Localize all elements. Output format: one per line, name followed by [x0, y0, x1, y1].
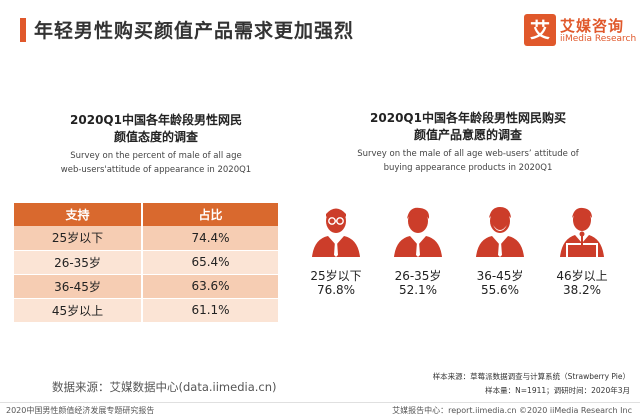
age-group-label: 46岁以上 [556, 269, 608, 283]
left-chart-subtitle-line2: web-users'attitude of appearance in 2020… [60, 165, 252, 175]
sample-size-note: 样本量：N=1911；调研时间：2020年3月 [485, 386, 630, 395]
age-group-value: 38.2% [562, 283, 602, 297]
right-chart-subtitle-line1: Survey on the male of all age web-users’… [357, 149, 579, 159]
table-cell-gap [141, 249, 143, 274]
footer-report-name: 2020中国男性颜值经济发展专题研究报告 [6, 406, 155, 415]
table-cell-value: 61.1% [143, 297, 278, 322]
age-group-label: 36-45岁 [476, 269, 524, 283]
age-group-item: 36-45岁 55.6% [464, 205, 536, 297]
age-group-value: 76.8% [316, 283, 356, 297]
right-chart-heading: 2020Q1中国各年龄段男性网民购买 颜值产品意愿的调查 Survey on t… [318, 110, 618, 175]
age-group-item: 26-35岁 52.1% [382, 205, 454, 297]
footer-link[interactable]: 艾媒报告中心：report.iimedia.cn ©2020 iiMedia R… [392, 406, 632, 415]
table-cell-gap [141, 273, 143, 298]
table-row: 25岁以下 74.4% [14, 226, 278, 250]
table-header-gap [141, 203, 143, 226]
logo-name-en: iiMedia Research [560, 34, 637, 44]
left-chart-subtitle-line1: Survey on the percent of male of all age [70, 151, 242, 161]
age-group-icons: 25岁以下 76.8% 26-35岁 52.1% 36-45岁 55.6% [300, 205, 620, 315]
man-microphone-icon [560, 207, 604, 257]
man-glasses-icon [312, 208, 360, 257]
footer: 2020中国男性颜值经济发展专题研究报告 艾媒报告中心：report.iimed… [0, 402, 640, 416]
age-group-value: 55.6% [480, 283, 520, 297]
page-title: 年轻男性购买颜值产品需求更加强烈 [34, 20, 355, 42]
age-group-item: 46岁以上 38.2% [546, 205, 618, 297]
iimedia-logo[interactable]: 艾 艾媒咨询 iiMedia Research [524, 14, 636, 50]
right-chart-subtitle-line2: buying appearance products in 2020Q1 [383, 163, 553, 173]
table-cell-value: 63.6% [143, 273, 278, 298]
table-cell-value: 74.4% [143, 226, 278, 250]
man-icon [394, 207, 442, 257]
sample-source-note: 样本来源：草莓派数据调查与计算系统（Strawberry Pie） [432, 372, 630, 381]
table-header-row: 支持 占比 [14, 203, 278, 226]
data-source: 数据来源：艾媒数据中心(data.iimedia.cn) [52, 380, 277, 394]
age-group-value: 52.1% [398, 283, 438, 297]
left-chart-heading: 2020Q1中国各年龄段男性网民 颜值态度的调查 Survey on the p… [20, 112, 292, 177]
table-header-support: 支持 [14, 203, 141, 226]
right-chart-title-line2: 颜值产品意愿的调查 [413, 128, 522, 142]
table-cell-gap [141, 297, 143, 322]
table-row: 45岁以上 61.1% [14, 297, 278, 322]
table-cell-gap [141, 226, 143, 250]
age-group-label: 25岁以下 [310, 269, 362, 283]
age-group-label: 26-35岁 [394, 269, 442, 283]
left-chart-title-line2: 颜值态度的调查 [113, 130, 198, 144]
right-chart-title-line1: 2020Q1中国各年龄段男性网民购买 [370, 111, 566, 125]
age-group-item: 25岁以下 76.8% [300, 205, 372, 297]
left-chart-title-line1: 2020Q1中国各年龄段男性网民 [70, 113, 242, 127]
table-cell-age: 45岁以上 [14, 297, 141, 322]
table-cell-age: 26-35岁 [14, 249, 141, 274]
logo-mark: 艾 [524, 14, 556, 46]
table-cell-age: 25岁以下 [14, 226, 141, 250]
table-cell-value: 65.4% [143, 249, 278, 274]
attitude-table: 支持 占比 25岁以下 74.4% 26-35岁 65.4% 36-45岁 63… [14, 203, 278, 322]
logo-name-cn: 艾媒咨询 [560, 17, 625, 35]
table-row: 26-35岁 65.4% [14, 249, 278, 274]
title-accent-bar [20, 18, 26, 42]
table-header-share: 占比 [143, 203, 278, 226]
table-cell-age: 36-45岁 [14, 273, 141, 298]
table-row: 36-45岁 63.6% [14, 273, 278, 298]
man-beard-icon [476, 207, 524, 257]
